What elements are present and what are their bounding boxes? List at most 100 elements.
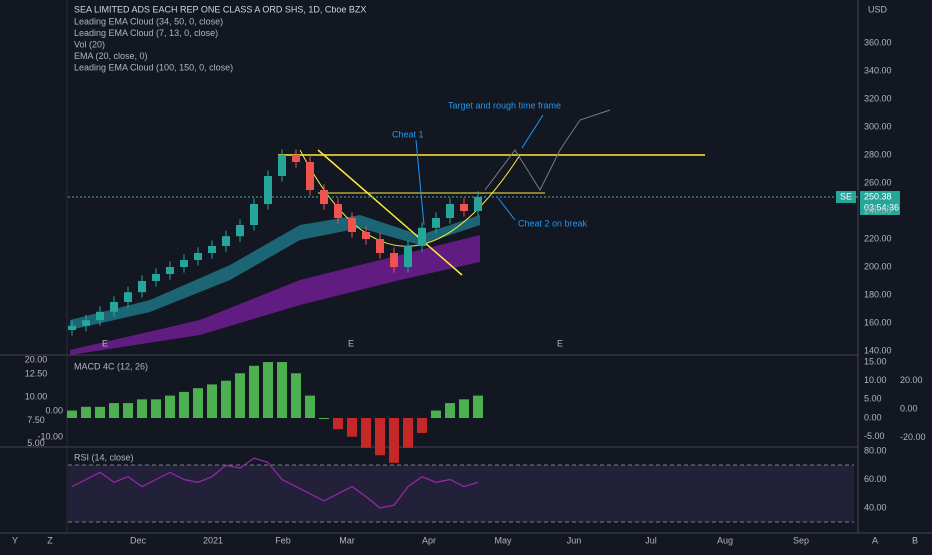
macd-bar xyxy=(319,418,329,419)
time-label: Jun xyxy=(567,535,582,545)
last-price: 250.38 xyxy=(864,191,892,201)
price-tick-label: 260.00 xyxy=(864,177,892,187)
macd-bar xyxy=(81,406,91,418)
rsi-line xyxy=(71,457,479,509)
macd-tick-label: 15.00 xyxy=(864,356,887,366)
left-tick-label: 20.00 xyxy=(25,354,48,364)
candle xyxy=(278,155,286,176)
macd-bar xyxy=(235,373,245,418)
candle xyxy=(166,267,174,274)
macd-bar xyxy=(347,418,357,437)
candle xyxy=(446,204,454,218)
macd-bar xyxy=(375,418,385,456)
macd-bar xyxy=(473,395,483,418)
left-tick-label: 5.00 xyxy=(27,438,45,448)
price-tag xyxy=(860,191,900,215)
toolbar-button: Z xyxy=(47,535,53,545)
left-tick-label: 10.00 xyxy=(25,392,48,402)
rsi-tick-label: 80.00 xyxy=(864,445,887,455)
macd-bar xyxy=(403,418,413,448)
ema-cloud xyxy=(70,235,480,355)
indicator-label: Leading EMA Cloud (7, 13, 0, close) xyxy=(74,28,218,38)
candle xyxy=(124,292,132,302)
rsi-tick-label: 60.00 xyxy=(864,474,887,484)
candle xyxy=(110,302,118,312)
macd-bar xyxy=(263,362,273,418)
rsi-band xyxy=(68,465,854,522)
candle xyxy=(208,246,216,253)
macd-bar xyxy=(207,384,217,418)
time-label: May xyxy=(494,535,512,545)
macd-bar xyxy=(95,406,105,418)
candle xyxy=(320,190,328,204)
candle xyxy=(152,274,160,281)
macd-bar xyxy=(459,399,469,418)
toolbar-button: Y xyxy=(12,535,18,545)
macd-bar xyxy=(67,410,77,418)
macd-tick-label: 0.00 xyxy=(900,403,918,413)
ema-cloud xyxy=(70,215,480,330)
candle xyxy=(236,225,244,237)
candle xyxy=(404,246,412,267)
price-tick-label: 140.00 xyxy=(864,345,892,355)
macd-label: MACD 4C (12, 26) xyxy=(74,361,148,371)
price-tick-label: 220.00 xyxy=(864,233,892,243)
candle xyxy=(432,218,440,228)
macd-bar xyxy=(165,395,175,418)
price-tick-label: 180.00 xyxy=(864,289,892,299)
macd-bar xyxy=(417,418,427,433)
time-label: 2021 xyxy=(203,535,223,545)
arrow xyxy=(497,197,516,221)
candle xyxy=(222,236,230,246)
rsi-tick-label: 40.00 xyxy=(864,502,887,512)
macd-bar xyxy=(109,403,119,418)
macd-tick-label: 0.00 xyxy=(864,412,882,422)
candle xyxy=(306,162,314,190)
countdown: 03:54:36 xyxy=(864,202,899,212)
price-tick-label: 320.00 xyxy=(864,93,892,103)
annotation: Target and rough time frame xyxy=(448,100,561,110)
annotation: Cheat 1 xyxy=(392,129,424,139)
price-tick-label: 340.00 xyxy=(864,65,892,75)
macd-bar xyxy=(249,365,259,418)
candle xyxy=(292,155,300,162)
macd-tick-label: -5.00 xyxy=(864,431,885,441)
macd-bar xyxy=(333,418,343,430)
macd-bar xyxy=(123,403,133,418)
candle xyxy=(82,320,90,326)
macd-bar xyxy=(361,418,371,448)
candle xyxy=(362,232,370,239)
candle xyxy=(96,311,104,321)
annotation: Cheat 2 on break xyxy=(518,218,588,228)
macd-bar xyxy=(445,403,455,418)
symbol-title: SEA LIMITED ADS EACH REP ONE CLASS A ORD… xyxy=(74,4,366,14)
macd-tick-label: 20.00 xyxy=(900,375,923,385)
macd-bar xyxy=(431,410,441,418)
macd-bar xyxy=(389,418,399,463)
indicator-label: Leading EMA Cloud (100, 150, 0, close) xyxy=(74,62,233,72)
time-label: Jul xyxy=(645,535,657,545)
candle xyxy=(180,260,188,267)
symbol-tag xyxy=(836,191,856,203)
time-label: Aug xyxy=(717,535,733,545)
macd-bar xyxy=(151,399,161,418)
macd-tick-label: 0.00 xyxy=(45,405,63,415)
candle xyxy=(390,253,398,267)
indicator-label: Leading EMA Cloud (34, 50, 0, close) xyxy=(74,16,223,26)
projection xyxy=(484,109,611,192)
arrow xyxy=(415,139,425,226)
price-tick-label: 200.00 xyxy=(864,261,892,271)
candle xyxy=(334,204,342,218)
arrow xyxy=(521,114,544,149)
macd-bar xyxy=(305,395,315,418)
symbol-tag-text: SE xyxy=(840,191,852,201)
candle xyxy=(418,227,426,246)
indicator-label: EMA (20, close, 0) xyxy=(74,51,148,61)
indicator-label: Vol (20) xyxy=(74,39,105,49)
candle xyxy=(460,204,468,211)
earnings-marker: E xyxy=(348,338,354,348)
trend-line xyxy=(317,149,463,276)
candle xyxy=(194,253,202,260)
